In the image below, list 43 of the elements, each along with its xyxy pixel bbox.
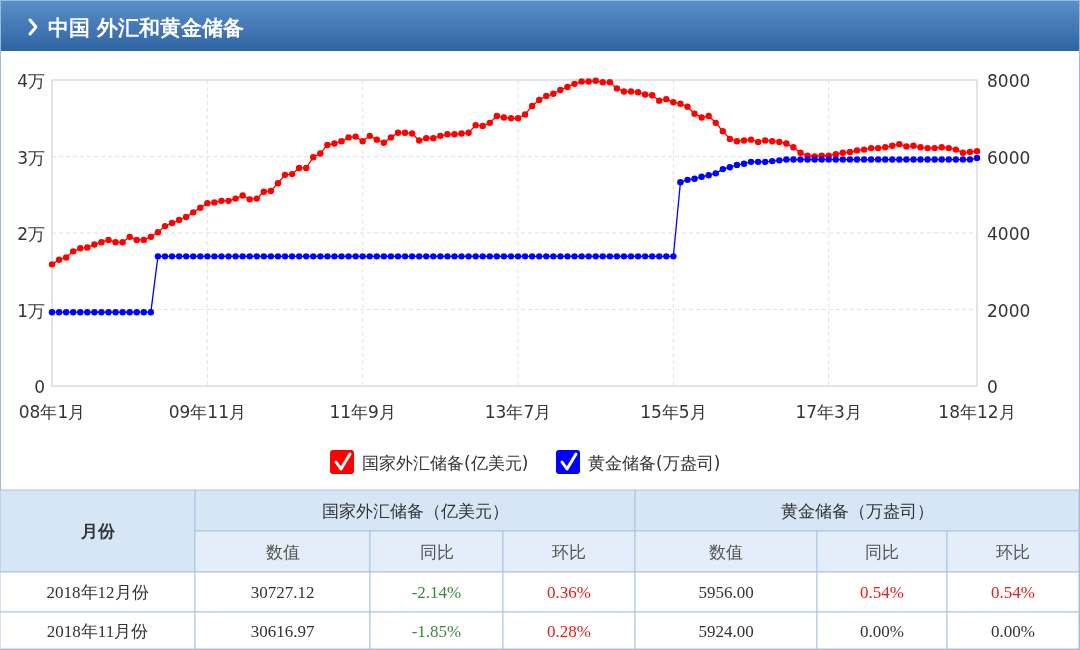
text: 同比 — [419, 542, 454, 562]
text: 黄金储备（万盎司） — [780, 501, 934, 521]
y-tick-label: 1万 — [17, 300, 45, 321]
text: 5956.00 — [698, 583, 754, 602]
text: 0.54% — [991, 583, 1035, 602]
legend-label: 国家外汇储备(亿美元) — [362, 453, 529, 473]
text: 0.36% — [547, 583, 591, 602]
text: -2.14% — [411, 583, 462, 602]
y2-tick-label: 0 — [987, 377, 998, 397]
chart-title: 中国 外汇和黄金储备 — [48, 16, 245, 40]
x-tick-label: 08年1月 — [18, 402, 86, 422]
x-tick-label: 18年12月 — [938, 402, 1016, 422]
text: 0.28% — [547, 621, 591, 641]
x-tick-label: 11年9月 — [329, 402, 396, 422]
text: 同比 — [865, 542, 899, 562]
text: 月份 — [79, 522, 116, 541]
text: 数值 — [709, 542, 743, 562]
y2-tick-label: 6000 — [987, 147, 1031, 168]
text: 30727.12 — [250, 583, 315, 602]
y2-tick-label: 4000 — [987, 224, 1031, 244]
text: 环比 — [996, 542, 1030, 562]
text: 数值 — [265, 542, 300, 562]
x-tick-label: 17年3月 — [795, 402, 862, 422]
y-tick-label: 4万 — [17, 71, 45, 91]
legend-label: 黄金储备(万盎司) — [588, 453, 721, 473]
x-tick-label: 13年7月 — [484, 402, 552, 422]
text: 国家外汇储备（亿美元） — [321, 501, 509, 521]
text: 0.00% — [991, 621, 1035, 641]
y-tick-label: 0 — [34, 377, 45, 397]
x-tick-label: 09年11月 — [168, 402, 246, 422]
text: -1.85% — [411, 621, 462, 641]
x-tick-label: 15年5月 — [640, 402, 707, 422]
text: 0.00% — [860, 621, 904, 641]
y-tick-label: 3万 — [17, 147, 45, 168]
text: 环比 — [552, 542, 586, 562]
y-tick-label: 2万 — [17, 224, 45, 244]
text: 5924.00 — [698, 621, 754, 641]
y2-tick-label: 8000 — [987, 71, 1031, 91]
y2-tick-label: 2000 — [987, 300, 1031, 321]
text: 30616.97 — [250, 621, 315, 641]
text: 0.54% — [860, 583, 904, 602]
text: 2018年11月份 — [46, 621, 149, 641]
text: 2018年12月份 — [46, 583, 149, 602]
